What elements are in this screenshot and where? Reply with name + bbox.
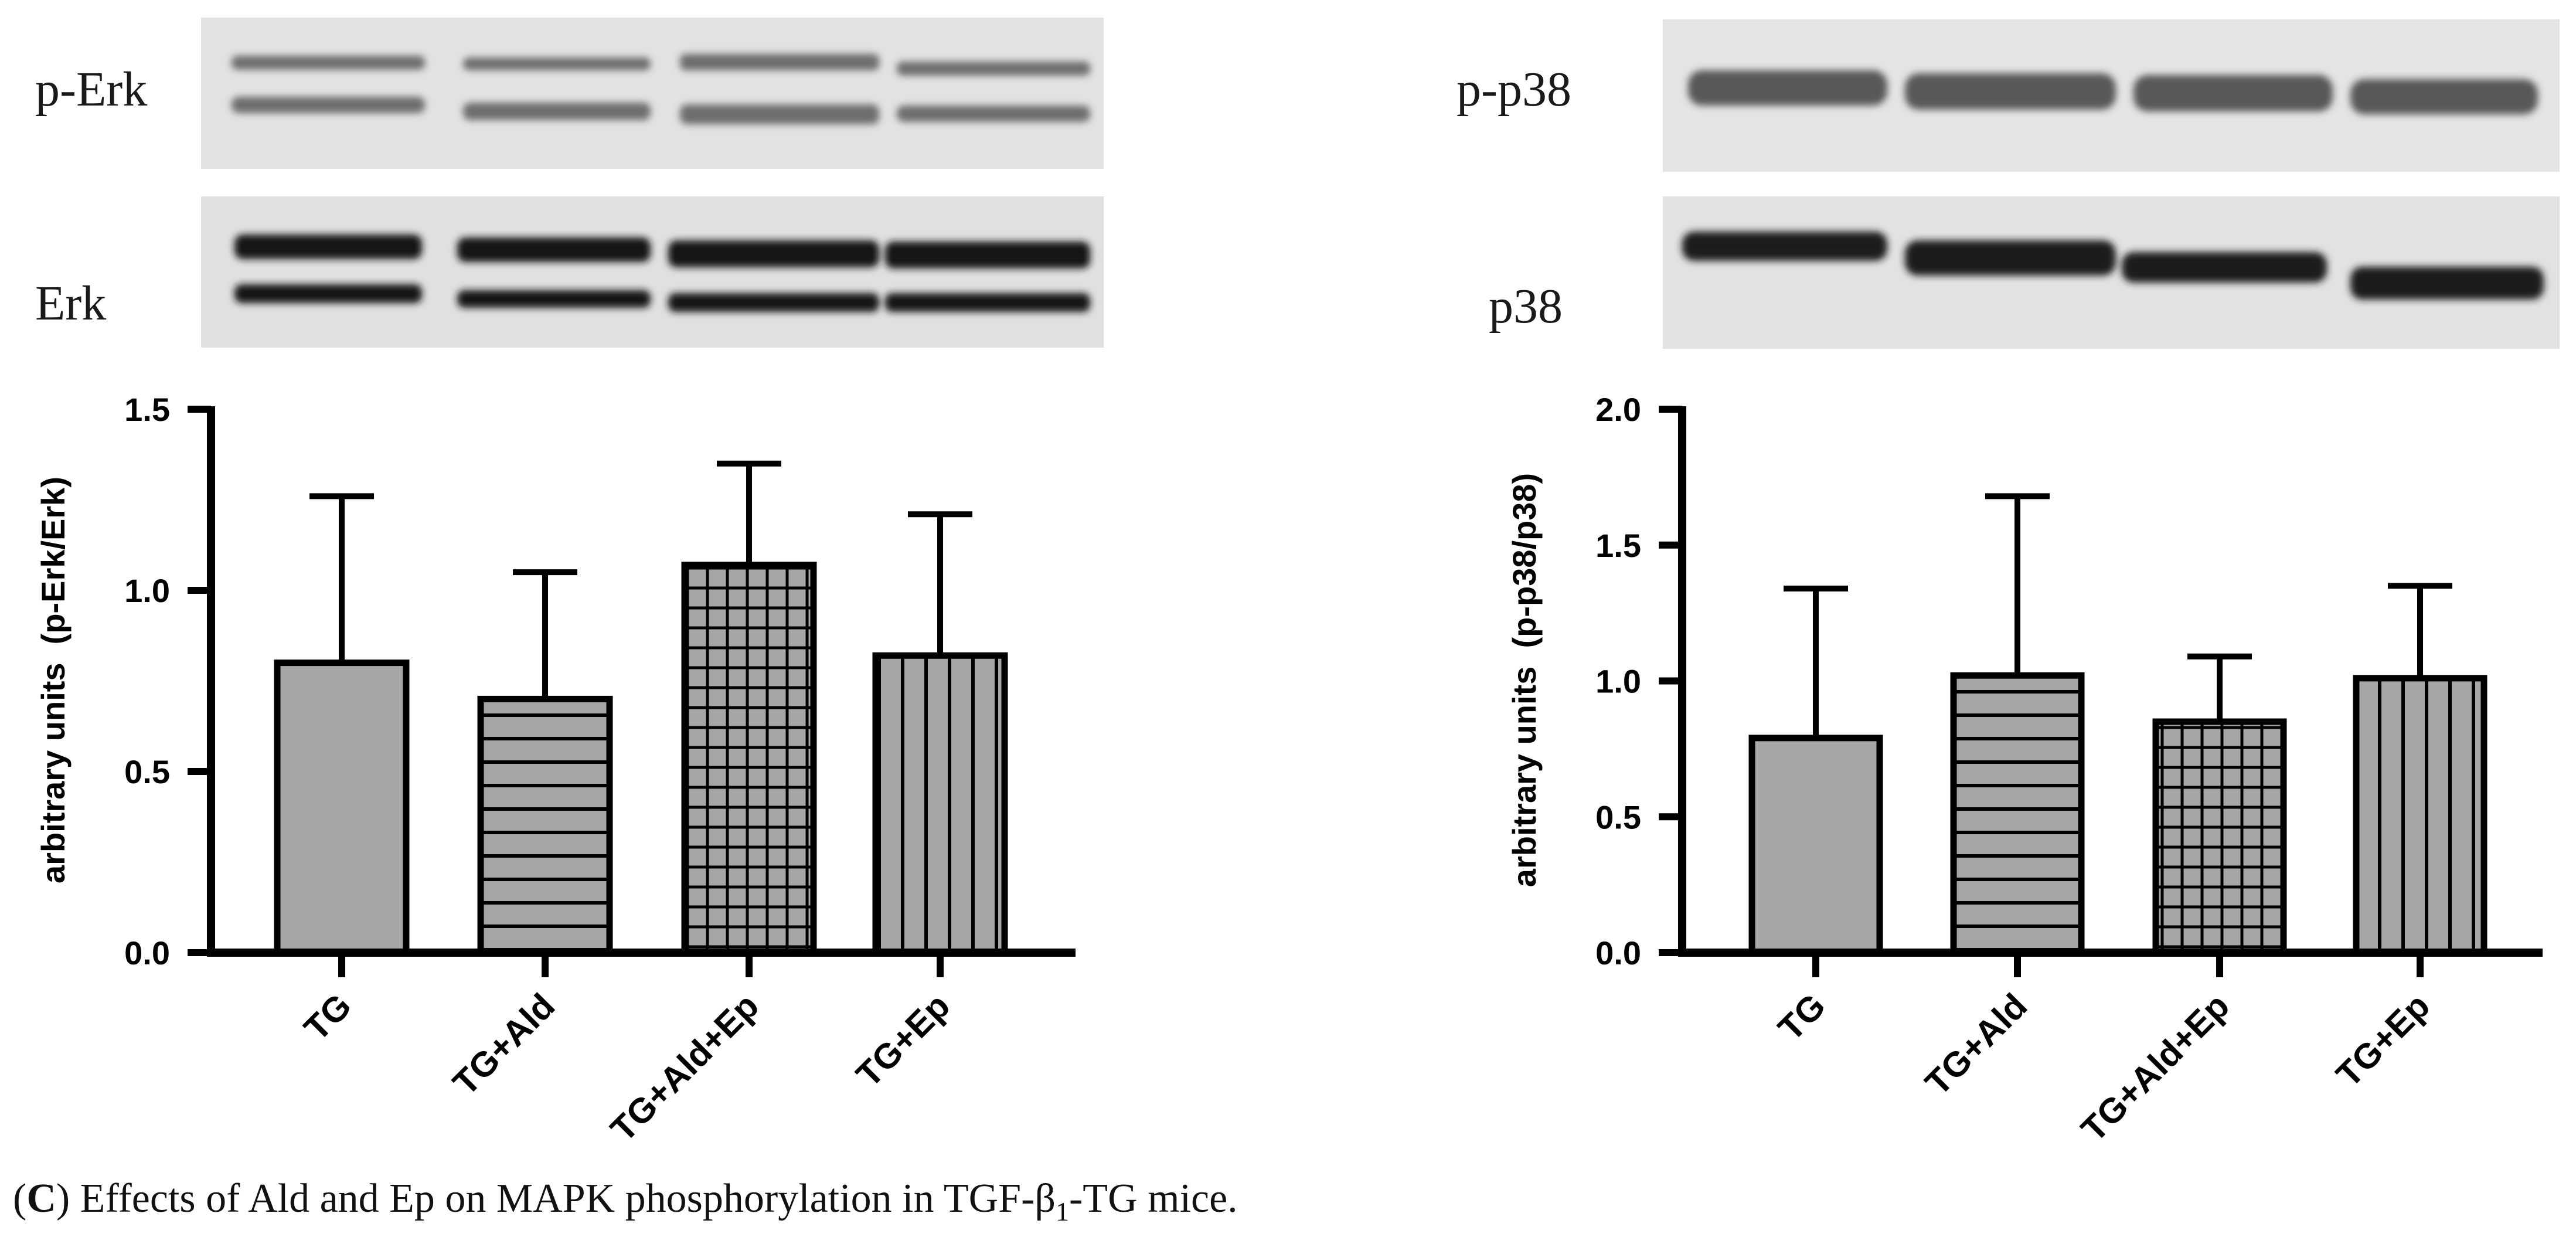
bar-tg-ep: [872, 652, 1008, 956]
x-category-label: TG: [297, 986, 359, 1048]
chart-p-erk: 0.0 0.5 1.0 1.5 TG TG+Ald TG+Ald+Ep TG+Ep arbitr…: [35, 391, 1076, 1149]
caption-subscript: 1: [1056, 1197, 1069, 1226]
y-tick-label: 0.5: [1595, 798, 1641, 835]
bar-tg-ep: [2353, 675, 2487, 956]
x-category-label: TG: [1771, 986, 1833, 1048]
x-category-label: TG+Ep: [849, 986, 957, 1095]
x-category-label: TG+Ald+Ep: [2074, 986, 2237, 1149]
error-bar: [1784, 585, 1848, 738]
x-category-label: TG+Ep: [2329, 986, 2437, 1095]
caption-panel-letter: C: [26, 1176, 56, 1221]
error-bar: [1985, 493, 2050, 676]
caption-text: ) Effects of Ald and Ep on MAPK phosphor…: [56, 1176, 1056, 1221]
y-tick-label: 1.5: [1595, 527, 1641, 564]
figure-caption: (C) Effects of Ald and Ep on MAPK phosph…: [13, 1176, 1238, 1226]
x-category-label: TG+Ald: [445, 986, 562, 1103]
error-bar: [2187, 653, 2252, 722]
blot-perk-image: [201, 18, 1104, 169]
bar-tg: [1748, 735, 1883, 956]
caption-text-end: -TG mice.: [1069, 1176, 1238, 1221]
error-bar: [513, 569, 577, 699]
bar-tg-ald-ep: [681, 562, 817, 956]
bar-tg-ald-ep: [2152, 718, 2287, 956]
blot-label-pp38: p-p38: [1457, 62, 1571, 117]
chart-p-p38: 0.0 0.5 1.0 1.5 2.0 TG TG+Ald TG+Ald+Ep TG+Ep arb…: [1506, 391, 2543, 1149]
y-axis-label: arbitrary units (p-p38/p38): [1506, 473, 1543, 887]
blot-erk-image: [201, 196, 1104, 348]
y-tick-label: 1.0: [124, 572, 170, 609]
y-tick-label: 1.0: [1595, 663, 1641, 700]
y-tick-label: 1.5: [124, 391, 170, 428]
blot-p38-image: [1663, 196, 2560, 349]
error-bar: [2388, 583, 2452, 678]
blot-label-perk: p-Erk: [35, 62, 147, 117]
error-bar: [717, 460, 781, 565]
y-tick-label: 0.0: [1595, 934, 1641, 971]
error-bar: [309, 493, 374, 663]
bar-tg-ald: [1950, 672, 2085, 956]
y-tick-label: 0.0: [124, 934, 170, 971]
x-category-label: TG+Ald+Ep: [603, 986, 766, 1149]
blot-label-erk: Erk: [35, 276, 106, 331]
y-axis-label: arbitrary units (p-Erk/Erk): [35, 477, 72, 883]
blot-pp38-image: [1663, 19, 2560, 172]
error-bar: [908, 511, 972, 656]
bar-tg-ald: [477, 695, 613, 956]
y-tick-label: 0.5: [124, 753, 170, 790]
y-tick-label: 2.0: [1595, 391, 1641, 428]
blot-label-p38: p38: [1489, 279, 1563, 334]
x-category-label: TG+Ald: [1918, 986, 2034, 1103]
bar-tg: [274, 660, 410, 956]
